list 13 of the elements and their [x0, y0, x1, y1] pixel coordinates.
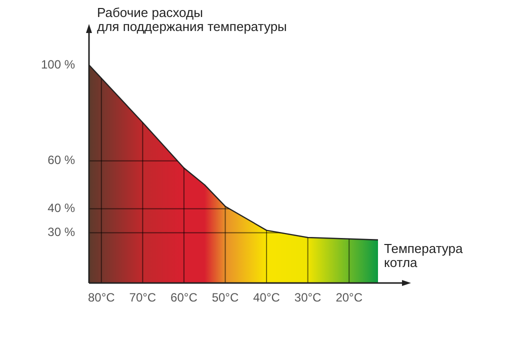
x-tick-label: 80°C [88, 290, 116, 305]
y-tick-label: 40 % [48, 201, 76, 216]
x-tick-label: 30°C [294, 290, 322, 305]
x-tick-label: 50°C [212, 290, 239, 305]
x-tick-label: 20°C [336, 290, 363, 305]
y-tick-label: 100 % [40, 57, 76, 72]
x-tick-label: 40°C [253, 290, 280, 305]
y-axis-title: Рабочие расходы для поддержания температуры [97, 5, 287, 34]
x-axis-title: Температура котла [384, 241, 463, 270]
y-tick-label: 60 % [48, 153, 76, 168]
y-tick-label: 30 % [48, 225, 76, 240]
x-tick-label: 70°C [129, 290, 156, 305]
x-tick-label: 60°C [170, 290, 198, 305]
